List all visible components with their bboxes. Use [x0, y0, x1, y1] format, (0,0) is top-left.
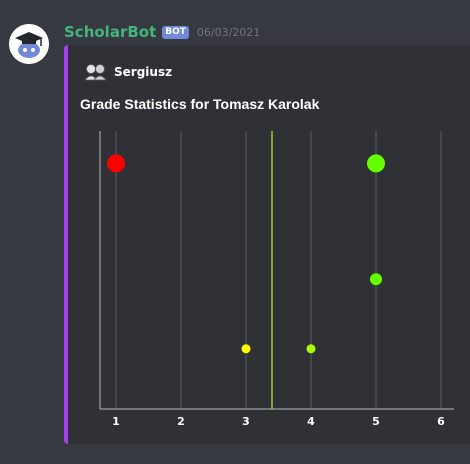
message-header: ScholarBot BOT 06/03/2021 [64, 21, 260, 43]
x-tick-label-6: 6 [437, 415, 445, 428]
embed-title: Grade Statistics for Tomasz Karolak [80, 96, 320, 112]
embed-card: Sergiusz Grade Statistics for Tomasz Kar… [64, 45, 470, 444]
x-tick-label-5: 5 [372, 415, 380, 428]
message-timestamp: 06/03/2021 [196, 25, 261, 39]
data-point-0 [107, 154, 125, 173]
x-tick-label-1: 1 [112, 415, 120, 428]
data-point-1 [367, 154, 385, 173]
data-point-3 [241, 344, 251, 354]
x-tick-label-2: 2 [177, 415, 185, 428]
data-point-4 [306, 344, 316, 354]
bot-badge: BOT [162, 25, 189, 39]
embed-author: Sergiusz [84, 63, 172, 81]
people-avatar-icon [84, 64, 107, 81]
graduation-cap-icon [9, 24, 49, 64]
x-tick-label-4: 4 [307, 415, 315, 428]
username[interactable]: ScholarBot [64, 23, 157, 41]
data-point-2 [370, 273, 382, 286]
bot-avatar[interactable] [9, 24, 49, 64]
x-tick-label-3: 3 [242, 415, 250, 428]
embed-author-name: Sergiusz [114, 65, 173, 79]
grade-scatter-chart: 1 2 3 4 5 6 [99, 131, 454, 428]
